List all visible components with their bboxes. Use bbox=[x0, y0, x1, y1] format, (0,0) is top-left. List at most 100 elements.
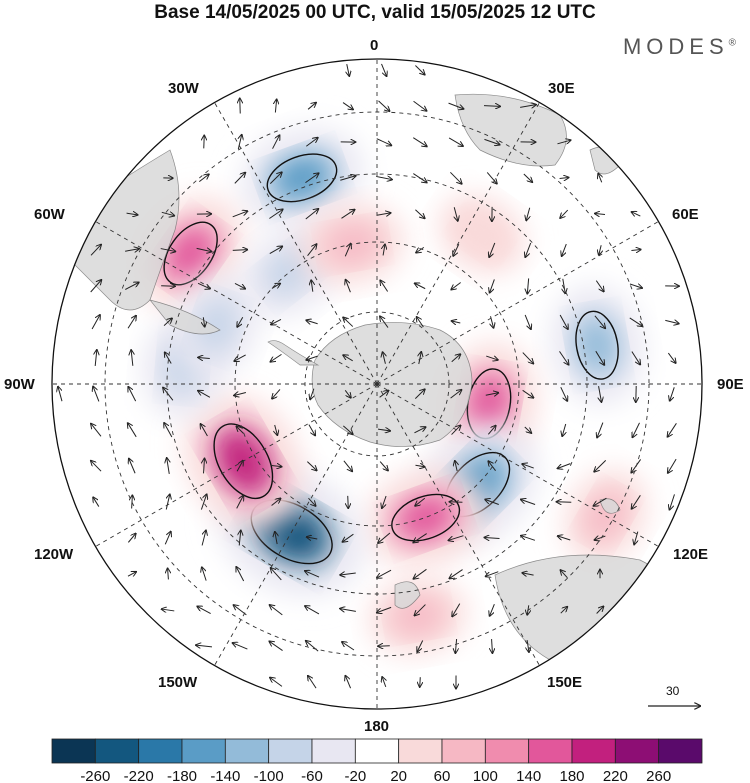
wind-vector bbox=[382, 677, 386, 688]
wind-vector bbox=[486, 356, 498, 360]
wind-vector bbox=[599, 386, 602, 402]
wind-vector bbox=[595, 350, 604, 365]
reference-vector-label: 30 bbox=[666, 684, 680, 698]
wind-vector bbox=[198, 391, 211, 398]
wind-vector bbox=[632, 422, 640, 437]
wind-vector bbox=[632, 495, 641, 508]
wind-vector bbox=[239, 531, 241, 546]
wind-vector bbox=[492, 639, 493, 653]
wind-vector bbox=[347, 64, 349, 76]
wind-vector bbox=[272, 389, 281, 398]
wind-vector bbox=[131, 350, 133, 366]
wind-vector bbox=[420, 677, 421, 687]
anomaly-core bbox=[393, 492, 458, 543]
wind-vector bbox=[490, 279, 495, 292]
wind-vector bbox=[305, 606, 320, 615]
anomaly-core bbox=[459, 214, 505, 255]
wind-vector bbox=[412, 137, 426, 147]
colorbar-tick-label: 100 bbox=[473, 768, 498, 783]
wind-vector bbox=[271, 353, 282, 361]
wind-vector bbox=[414, 389, 424, 399]
wind-vector bbox=[237, 427, 244, 434]
wind-vector bbox=[417, 317, 424, 328]
wind-vector bbox=[594, 460, 607, 471]
wind-vector bbox=[308, 424, 315, 436]
wind-vector bbox=[485, 393, 498, 396]
wind-vector bbox=[90, 280, 102, 293]
wind-vector bbox=[376, 176, 392, 179]
wind-vector bbox=[275, 532, 277, 545]
wind-vector bbox=[455, 461, 457, 472]
polar-map bbox=[51, 58, 703, 710]
wind-vector bbox=[91, 461, 102, 472]
wind-vector bbox=[377, 213, 391, 215]
wind-vector bbox=[522, 389, 534, 397]
meridian-line bbox=[376, 221, 659, 385]
wind-vector bbox=[631, 351, 640, 365]
wind-vector bbox=[483, 106, 500, 107]
colorbar-tick-label: -180 bbox=[167, 768, 197, 783]
wind-vector bbox=[343, 425, 352, 434]
wind-vector bbox=[162, 609, 175, 611]
wind-vector bbox=[343, 355, 353, 362]
wind-vector bbox=[378, 100, 390, 111]
wind-vector bbox=[236, 567, 245, 582]
colorbar-swatch bbox=[138, 738, 183, 764]
wind-vector bbox=[382, 495, 387, 508]
lon-label-120w: 120W bbox=[34, 546, 74, 563]
wind-vector bbox=[160, 249, 176, 252]
wind-vector bbox=[125, 283, 138, 290]
wind-vector bbox=[129, 459, 136, 474]
wind-vector bbox=[668, 458, 677, 473]
wind-vector bbox=[197, 282, 210, 288]
wind-vector bbox=[527, 278, 528, 293]
wind-vector bbox=[275, 424, 278, 435]
wind-vector bbox=[599, 245, 601, 255]
wind-vector bbox=[90, 245, 101, 256]
wind-vector bbox=[560, 386, 567, 401]
wind-vector bbox=[560, 607, 567, 614]
wind-vector bbox=[415, 604, 426, 616]
colorbar-swatch bbox=[181, 738, 226, 764]
meridian-line bbox=[376, 383, 659, 547]
wind-vector bbox=[93, 387, 100, 402]
wind-vector bbox=[559, 351, 568, 364]
wind-vector bbox=[415, 465, 424, 467]
wind-vector bbox=[489, 242, 496, 257]
wind-vector bbox=[58, 387, 63, 402]
wind-vector bbox=[485, 500, 499, 505]
wind-vector bbox=[270, 465, 282, 466]
wind-vector bbox=[631, 250, 640, 251]
anomaly-core bbox=[269, 152, 335, 204]
anomaly-contour bbox=[266, 153, 338, 203]
colorbar-tick-label: -140 bbox=[210, 768, 240, 783]
wind-vector bbox=[454, 207, 458, 220]
wind-vector bbox=[484, 538, 500, 539]
wind-vector bbox=[204, 459, 205, 474]
new-zealand bbox=[394, 581, 421, 609]
wind-vector bbox=[448, 102, 464, 109]
wind-vector bbox=[379, 461, 388, 471]
lon-label-150e: 150E bbox=[547, 674, 583, 691]
wind-vector bbox=[449, 569, 463, 579]
wind-vector bbox=[275, 99, 276, 113]
wind-vector bbox=[486, 571, 499, 577]
colorbar-tick-label: 60 bbox=[434, 768, 451, 783]
wind-vector bbox=[128, 387, 137, 402]
wind-vector bbox=[168, 569, 169, 580]
wind-vector bbox=[562, 423, 565, 436]
wind-vector bbox=[305, 138, 317, 147]
wind-vector bbox=[419, 352, 421, 365]
colorbar-swatch bbox=[94, 738, 140, 764]
wind-vector bbox=[237, 317, 244, 326]
wind-vector bbox=[127, 572, 136, 576]
wind-vector bbox=[310, 388, 314, 400]
anomaly-core bbox=[195, 298, 238, 353]
wind-vector bbox=[629, 283, 642, 288]
wind-vectors bbox=[58, 63, 679, 689]
colorbar-swatch bbox=[658, 738, 703, 764]
colorbar-tick-label: -220 bbox=[124, 768, 154, 783]
wind-vector bbox=[269, 172, 281, 184]
wind-vector bbox=[414, 568, 427, 578]
wind-vector bbox=[161, 212, 174, 215]
